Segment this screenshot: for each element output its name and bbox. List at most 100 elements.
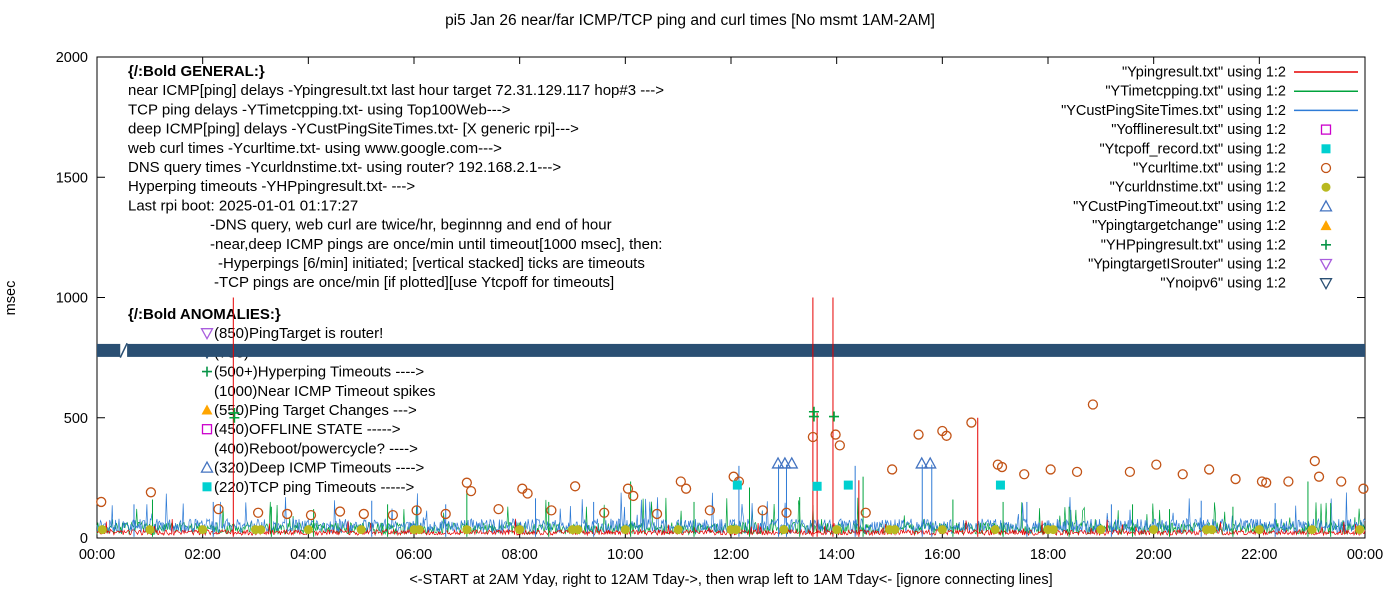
circle-open-marker xyxy=(966,417,977,428)
legend-entry: "YCustPingTimeout.txt" using 1:2 xyxy=(1073,199,1333,215)
circle-filled-marker xyxy=(97,525,107,535)
legend-label: "Yofflineresult.txt" using 1:2 xyxy=(1111,122,1286,138)
x-tick-label: 00:00 xyxy=(79,547,115,563)
anomaly-item: (1000)Near ICMP Timeout spikes xyxy=(214,383,435,400)
annotations-group: {/:Bold GENERAL:} near ICMP[ping] delays … xyxy=(127,63,664,496)
general-note-line: -TCP pings are once/min [if plotted][use… xyxy=(214,274,614,291)
triangle-open-marker xyxy=(915,456,929,469)
circle-open-marker xyxy=(807,431,819,443)
general-note-line: Last rpi boot: 2025-01-01 01:17:27 xyxy=(128,197,358,214)
x-tick-label: 08:00 xyxy=(502,547,538,563)
circle-open-marker xyxy=(1256,476,1268,487)
x-tick-label: 14:00 xyxy=(819,547,855,563)
square-filled-marker xyxy=(1321,144,1331,154)
plus-marker xyxy=(1321,239,1331,250)
x-tick-label: 16:00 xyxy=(924,547,960,563)
general-note-line: web curl times -Ycurltime.txt- using www… xyxy=(127,140,502,157)
chart-title: pi5 Jan 26 near/far ICMP/TCP ping and cu… xyxy=(445,12,935,29)
anomalies-title: {/:Bold ANOMALIES:} xyxy=(128,306,281,323)
circle-filled-marker xyxy=(1048,525,1058,535)
anomaly-item: (320)Deep ICMP Timeouts ----> xyxy=(214,460,424,477)
circle-open-marker xyxy=(1151,459,1162,470)
circle-filled-marker xyxy=(256,525,266,535)
legend-label: "YTimetcpping.txt" using 1:2 xyxy=(1105,84,1286,100)
general-note-line: {/:Bold GENERAL:} xyxy=(128,63,265,80)
circle-filled-marker xyxy=(990,525,1000,535)
band-connector-line xyxy=(119,342,128,358)
triangle-open-marker xyxy=(923,456,937,469)
legend-entry: "YpingtargetISrouter" using 1:2 xyxy=(1088,257,1333,273)
legend-label: "Ytcpoff_record.txt" using 1:2 xyxy=(1099,141,1286,157)
point-series-YCustPingTimeout.txt xyxy=(771,456,937,469)
circle-open-marker xyxy=(1320,162,1332,174)
legend-label: "YCustPingTimeout.txt" using 1:2 xyxy=(1073,199,1286,215)
circle-filled-marker xyxy=(1321,182,1331,192)
circle-open-marker xyxy=(728,471,739,482)
circle-open-marker xyxy=(1336,476,1347,487)
circle-open-marker xyxy=(704,505,716,516)
square-filled-marker xyxy=(732,480,742,490)
x-tick-label: 02:00 xyxy=(185,547,221,563)
circle-open-marker xyxy=(781,507,792,518)
circle-filled-marker xyxy=(832,525,842,535)
circle-open-marker xyxy=(546,505,557,516)
anomaly-item: (500+)Hyperping Timeouts ----> xyxy=(214,364,424,381)
circle-open-marker xyxy=(675,476,686,487)
general-note-line: TCP ping delays -YTimetcpping.txt- using… xyxy=(128,101,511,118)
circle-open-marker xyxy=(522,488,533,499)
circle-open-marker xyxy=(252,507,264,518)
circle-open-marker xyxy=(1045,464,1056,475)
general-note-line: near ICMP[ping] delays -Ypingresult.txt … xyxy=(128,82,664,99)
circle-open-marker xyxy=(757,505,768,516)
circle-filled-marker xyxy=(1307,525,1317,535)
circle-open-marker xyxy=(680,483,692,494)
circle-open-marker xyxy=(1124,466,1136,478)
legend-label: "Ycurltime.txt" using 1:2 xyxy=(1133,161,1286,177)
legend: "Ypingresult.txt" using 1:2 "YTimetcpping… xyxy=(1061,65,1358,292)
triangle-open-marker xyxy=(1319,199,1333,212)
circle-open-marker xyxy=(913,429,924,440)
circle-open-marker xyxy=(1071,466,1083,478)
anomaly-item: (550)Ping Target Changes ---> xyxy=(214,402,417,419)
circle-filled-marker xyxy=(145,525,155,535)
circle-filled-marker xyxy=(414,525,424,535)
circle-open-marker xyxy=(493,503,504,515)
circle-open-marker xyxy=(465,485,477,497)
point-series-Ytcpoff_record.txt xyxy=(732,480,1005,491)
x-axis-label: <-START at 2AM Yday, right to 12AM Tday-… xyxy=(409,572,1052,588)
circle-open-marker xyxy=(96,496,107,508)
noipv6-band xyxy=(97,343,121,357)
y-tick-label: 500 xyxy=(64,411,88,427)
square-filled-marker xyxy=(812,481,822,491)
circle-open-marker xyxy=(1177,469,1188,480)
legend-entry: "Ynoipv6" using 1:2 xyxy=(1160,276,1333,292)
circle-filled-marker xyxy=(890,525,900,535)
circle-filled-marker xyxy=(620,525,630,535)
circle-open-marker xyxy=(830,429,841,440)
circle-filled-marker xyxy=(573,525,583,535)
x-tick-label: 22:00 xyxy=(1241,547,1277,563)
circle-filled-marker xyxy=(356,525,366,535)
point-markers-group xyxy=(96,399,1369,535)
legend-entry: "YTimetcpping.txt" using 1:2 xyxy=(1105,84,1358,100)
legend-entry: "Ypingresult.txt" using 1:2 xyxy=(1122,65,1358,81)
circle-open-marker xyxy=(834,440,845,451)
legend-label: "YpingtargetISrouter" using 1:2 xyxy=(1088,257,1286,273)
circle-open-marker xyxy=(213,503,224,515)
y-axis-label: msec xyxy=(3,281,19,316)
x-tick-label: 10:00 xyxy=(607,547,643,563)
circle-open-marker xyxy=(1019,469,1030,480)
x-tick-label: 00:00 xyxy=(1347,547,1383,563)
circle-filled-marker xyxy=(515,525,525,535)
circle-filled-marker xyxy=(198,525,208,535)
x-tick-label: 18:00 xyxy=(1030,547,1066,563)
circle-open-marker xyxy=(334,506,346,517)
nabla-open-marker xyxy=(1319,278,1333,291)
point-series-YHPpingresult.txt xyxy=(229,406,840,423)
y-tick-label: 2000 xyxy=(56,50,88,66)
anomaly-item: (850)PingTarget is router! xyxy=(214,325,383,342)
circle-open-marker xyxy=(1313,471,1325,482)
circle-open-marker xyxy=(1358,483,1369,494)
